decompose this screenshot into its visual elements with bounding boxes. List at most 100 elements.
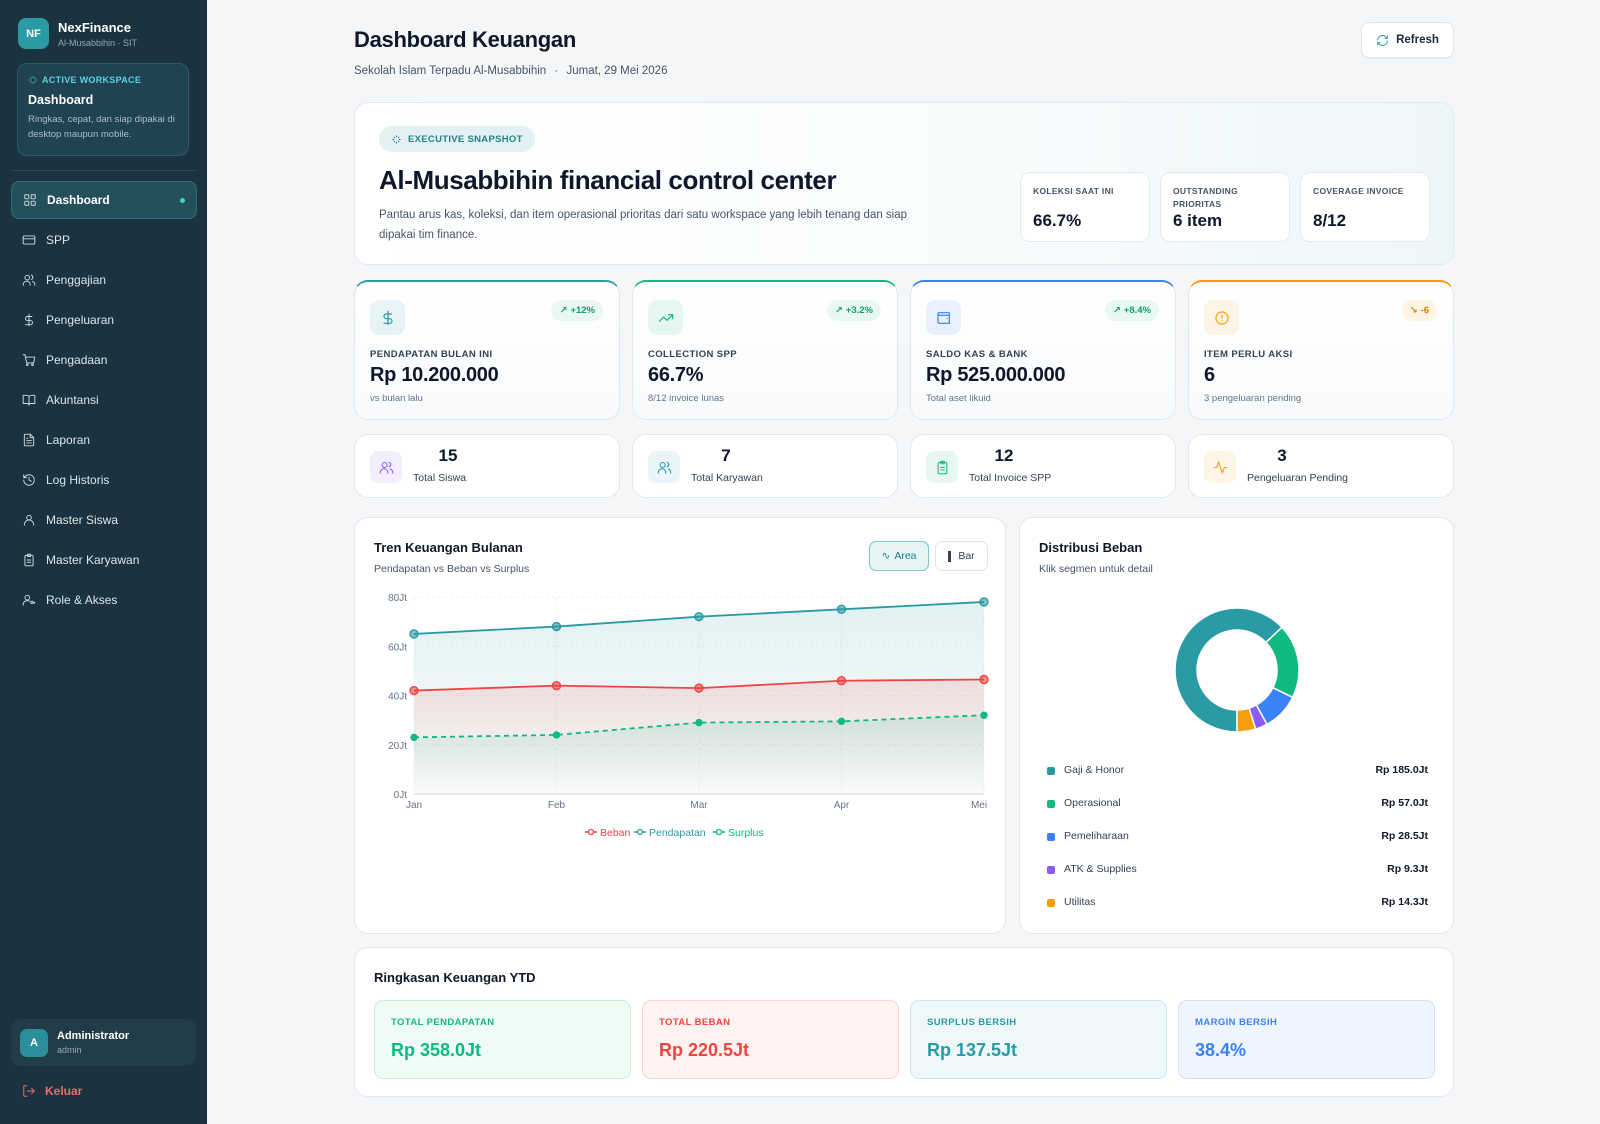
arrow-down-right-icon: ↘	[1409, 305, 1418, 316]
change-value: +3.2%	[845, 305, 873, 316]
sidebar-item-label: Master Karyawan	[46, 553, 140, 567]
refresh-icon	[1377, 34, 1388, 46]
distribution-legend-item[interactable]: Pemeliharaan Rp 28.5Jt	[1047, 829, 1428, 845]
sidebar-item-laporan[interactable]: Laporan	[11, 421, 197, 459]
trend-up-icon	[658, 313, 673, 322]
ytd-total-beban: TOTAL BEBAN Rp 220.5Jt	[642, 1000, 899, 1079]
sidebar-item-penggajian[interactable]: Penggajian	[11, 261, 197, 299]
clipboard-icon	[937, 460, 947, 474]
brand-subtitle: Al-Musabbihin · SIT	[58, 37, 138, 48]
stat-value: 6	[1204, 364, 1215, 386]
toggle-bar-button[interactable]: Bar	[935, 541, 988, 571]
donut-slice-operasional[interactable]	[1264, 626, 1300, 699]
data-point-beban	[836, 676, 847, 686]
summary-label: Total Invoice SPP	[969, 472, 1052, 484]
summary-number: 12	[994, 446, 1014, 465]
stat-subtext: 3 pengeluaran pending	[1204, 393, 1302, 404]
sidebar-item-akuntansi[interactable]: Akuntansi	[11, 381, 197, 419]
sidebar-item-pengeluaran[interactable]: Pengeluaran	[11, 301, 197, 339]
donut-slice-utilitas[interactable]	[1236, 707, 1257, 733]
legend-name: Operasional	[1064, 797, 1121, 809]
distribution-donut-chart[interactable]	[1020, 578, 1455, 808]
toggle-area-button[interactable]: ∿ Area	[869, 541, 929, 571]
sidebar-item-dashboard[interactable]: Dashboard	[11, 181, 197, 219]
executive-snapshot-tag-label: EXECUTIVE SNAPSHOT	[408, 133, 523, 145]
user-card[interactable]: A Administrator admin	[11, 1019, 196, 1066]
sidebar-item-master-karyawan[interactable]: Master Karyawan	[11, 541, 197, 579]
distribution-legend-item[interactable]: Operasional Rp 57.0Jt	[1047, 796, 1428, 812]
ytd-margin-bersih: MARGIN BERSIH 38.4%	[1178, 1000, 1435, 1079]
trend-chart-subtitle: Pendapatan vs Beban vs Surplus	[374, 563, 530, 575]
change-badge: ↗ +8.4%	[1104, 300, 1159, 321]
x-tick-label: Mei	[971, 800, 987, 811]
hero-kpi-label: COVERAGE INVOICE	[1313, 186, 1404, 196]
sidebar-item-label: Role & Akses	[46, 593, 118, 607]
brand-logo: NF	[18, 18, 49, 49]
sidebar-item-master-siswa[interactable]: Master Siswa	[11, 501, 197, 539]
sidebar-item-label: Master Siswa	[46, 513, 119, 527]
hero-title: Al-Musabbihin financial control center	[379, 165, 837, 195]
sidebar-item-label: Pengeluaran	[46, 313, 115, 327]
refresh-button[interactable]: Refresh	[1361, 22, 1454, 58]
stat-value: Rp 525.000.000	[926, 364, 1066, 386]
stat-label: SALDO KAS & BANK	[926, 349, 1028, 360]
stat-label: PENDAPATAN BULAN INI	[370, 349, 493, 360]
active-workspace-card: ACTIVE WORKSPACE Dashboard Ringkas, cepa…	[17, 63, 189, 156]
sidebar-item-log-historis[interactable]: Log Historis	[11, 461, 197, 499]
summary-icon-wrap	[1204, 451, 1236, 483]
ytd-label: TOTAL PENDAPATAN	[391, 1017, 495, 1028]
sidebar-item-pengadaan[interactable]: Pengadaan	[11, 341, 197, 379]
sidebar-item-label: SPP	[46, 233, 71, 247]
distribution-legend-item[interactable]: ATK & Supplies Rp 9.3Jt	[1047, 862, 1428, 878]
distribution-legend-item[interactable]: Gaji & Honor Rp 185.0Jt	[1047, 763, 1428, 779]
ytd-value: 38.4%	[1195, 1040, 1247, 1060]
summary-card-total-siswa: 15 Total Siswa	[354, 434, 620, 498]
ytd-surplus-bersih: SURPLUS BERSIH Rp 137.5Jt	[910, 1000, 1167, 1079]
sidebar-item-role-akses[interactable]: Role & Akses	[11, 581, 197, 619]
user-role: admin	[57, 1045, 82, 1055]
brand[interactable]: NF NexFinance Al-Musabbihin · SIT	[18, 18, 137, 49]
trend-chart-card: Tren Keuangan Bulanan Pendapatan vs Beba…	[354, 517, 1006, 934]
data-point-surplus	[410, 733, 418, 742]
trend-chart[interactable]: 0Jt 20Jt 40Jt 60Jt 80Jt Jan Feb Mar Apr Mei Beban P…	[355, 518, 1007, 935]
y-tick-label: 0Jt	[394, 790, 408, 801]
stat-card-saldo-kas-bank: ↗ +8.4% SALDO KAS & BANK Rp 525.000.000 Tota…	[910, 280, 1176, 420]
school-name: Sekolah Islam Terpadu Al-Musabbihin	[354, 65, 547, 77]
current-date: Jumat, 29 Mei 2026	[566, 65, 668, 77]
book-icon	[22, 394, 36, 406]
subtitle-separator: ·	[554, 65, 559, 77]
ytd-label: TOTAL BEBAN	[659, 1017, 731, 1028]
brand-name: NexFinance	[58, 19, 131, 35]
legend-marker	[715, 828, 723, 836]
refresh-label: Refresh	[1396, 34, 1439, 46]
stat-value: Rp 10.200.000	[370, 364, 499, 386]
data-point-surplus	[837, 717, 846, 726]
sidebar-item-label: Penggajian	[46, 273, 107, 287]
user-name: Administrator	[57, 1030, 130, 1042]
arrow-up-right-icon: ↗	[1112, 305, 1121, 316]
grid-icon	[24, 194, 36, 206]
x-tick-label: Apr	[834, 800, 850, 811]
cart-icon	[22, 354, 36, 367]
logout-button[interactable]: Keluar	[22, 1084, 82, 1098]
summary-icon-wrap	[926, 451, 958, 483]
sidebar-divider	[10, 170, 198, 171]
y-tick-label: 60Jt	[388, 642, 407, 653]
hero-kpi-label: KOLEKSI SAAT INI	[1033, 186, 1114, 196]
x-tick-label: Feb	[548, 800, 566, 811]
toggle-area-label: Area	[894, 550, 917, 562]
legend-name: ATK & Supplies	[1064, 863, 1137, 875]
y-tick-label: 20Jt	[388, 741, 407, 752]
hero-kpi-label: OUTSTANDING PRIORITAS	[1173, 186, 1238, 209]
data-point-pendapatan	[409, 629, 419, 639]
active-indicator	[180, 198, 185, 203]
legend-swatch	[1047, 767, 1055, 775]
change-value: +12%	[570, 305, 595, 316]
ytd-label: SURPLUS BERSIH	[927, 1017, 1017, 1028]
hero-kpi-outstanding: OUTSTANDING PRIORITAS 6 item	[1160, 172, 1290, 242]
sidebar-item-spp[interactable]: SPP	[11, 221, 197, 259]
donut-slice-gaji-honor[interactable]	[1174, 607, 1284, 733]
distribution-legend-item[interactable]: Utilitas Rp 14.3Jt	[1047, 895, 1428, 911]
y-tick-label: 40Jt	[388, 692, 407, 703]
ytd-summary-title: Ringkasan Keuangan YTD	[374, 970, 536, 985]
